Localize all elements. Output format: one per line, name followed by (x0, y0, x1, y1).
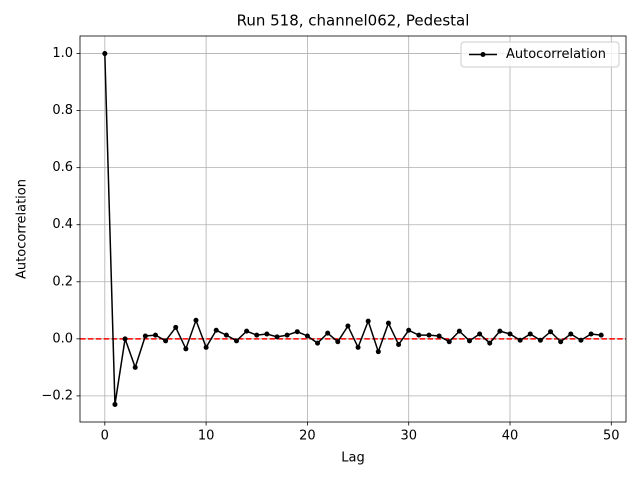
y-tick-label: 0.0 (52, 331, 73, 346)
data-point (163, 338, 169, 344)
data-point (588, 331, 594, 337)
x-tick-label: 30 (400, 429, 417, 444)
data-point (142, 333, 148, 339)
data-point (335, 339, 341, 345)
data-point (578, 337, 584, 343)
data-point (456, 328, 462, 334)
data-point (365, 318, 371, 324)
data-point (406, 327, 412, 333)
data-point (527, 331, 533, 337)
legend-box (460, 41, 620, 68)
data-point (315, 340, 321, 346)
data-point (385, 320, 391, 326)
x-tick-label: 40 (502, 429, 519, 444)
data-point (254, 332, 260, 338)
data-point (436, 333, 442, 339)
legend-label: Autocorrelation (506, 47, 606, 62)
y-axis-label: Autocorrelation (15, 179, 30, 279)
data-point (264, 331, 270, 337)
data-point (102, 51, 108, 57)
y-tick-label: −0.2 (41, 388, 73, 403)
data-point (203, 344, 209, 350)
data-point (213, 327, 219, 333)
data-point (497, 328, 503, 334)
x-tick-label: 10 (198, 429, 215, 444)
data-point (568, 331, 574, 337)
y-tick-label: 1.0 (52, 46, 73, 61)
data-point (173, 324, 179, 330)
data-point (274, 334, 280, 340)
data-point (183, 346, 189, 352)
data-point (284, 332, 290, 338)
data-point (193, 317, 199, 323)
x-tick-label: 0 (101, 429, 109, 444)
y-tick-label: 0.8 (52, 103, 73, 118)
y-tick-label: 0.4 (52, 217, 73, 232)
legend-marker (480, 52, 486, 57)
data-point (152, 332, 158, 338)
x-tick-label: 50 (603, 429, 620, 444)
y-tick-label: 0.6 (52, 160, 73, 175)
x-axis-label: Lag (341, 451, 364, 466)
data-point (294, 329, 300, 335)
data-point (446, 339, 452, 345)
data-point (558, 339, 564, 345)
data-point (325, 330, 331, 336)
data-point (345, 323, 351, 329)
data-point (426, 332, 432, 338)
data-point (466, 338, 472, 344)
data-point (507, 331, 513, 337)
data-point (234, 338, 240, 344)
data-point (517, 337, 523, 343)
y-tick-label: 0.2 (52, 274, 73, 289)
data-point (396, 342, 402, 348)
data-point (304, 333, 310, 339)
data-point (375, 349, 381, 355)
data-point (355, 344, 361, 350)
plot-frame (79, 35, 627, 423)
data-point (112, 401, 118, 407)
data-point (537, 337, 543, 343)
data-point (132, 364, 138, 370)
chart-title: Run 518, channel062, Pedestal (237, 12, 470, 30)
data-point (598, 332, 604, 338)
data-point (122, 336, 128, 342)
data-point (487, 340, 493, 346)
data-point (548, 329, 554, 335)
data-point (223, 332, 229, 338)
data-point (416, 332, 422, 338)
data-point (244, 328, 250, 334)
x-tick-label: 20 (299, 429, 316, 444)
data-point (477, 331, 483, 337)
